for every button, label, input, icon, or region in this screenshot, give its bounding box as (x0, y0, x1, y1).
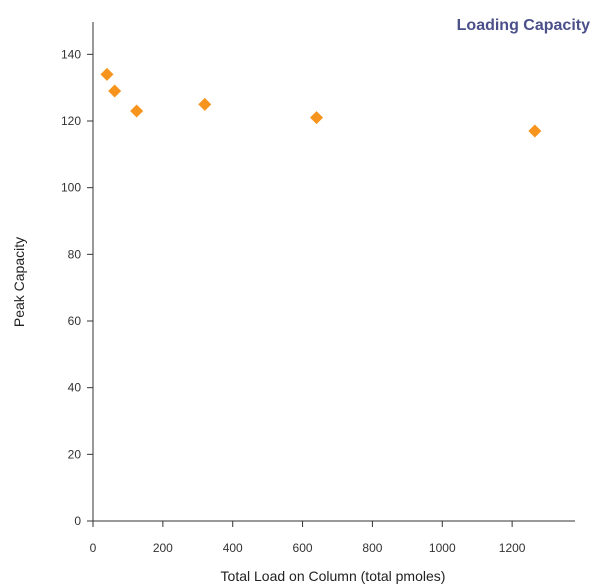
x-tick-label-200: 200 (153, 541, 173, 555)
chart-title: Loading Capacity (457, 17, 590, 34)
y-tick-label-20: 20 (68, 447, 82, 461)
data-point-4 (198, 97, 212, 111)
y-tick-label-0: 0 (74, 514, 81, 528)
data-points (100, 67, 542, 138)
data-point-5 (310, 111, 324, 125)
y-tick-label-120: 120 (61, 114, 81, 128)
x-tick-label-400: 400 (223, 541, 243, 555)
y-tick-label-40: 40 (68, 381, 82, 395)
y-axis-ticks: 0 20 40 60 80 100 120 140 (61, 47, 93, 528)
y-tick-label-80: 80 (68, 247, 82, 261)
y-tick-label-60: 60 (68, 314, 82, 328)
axes (92, 22, 575, 522)
x-tick-label-1000: 1000 (429, 541, 456, 555)
y-tick-label-140: 140 (61, 47, 81, 61)
data-point-1 (100, 67, 114, 81)
x-tick-label-1200: 1200 (499, 541, 526, 555)
x-axis-ticks: 0 200 400 600 800 1000 1200 (90, 521, 526, 555)
y-tick-label-100: 100 (61, 181, 81, 195)
y-axis-title: Peak Capacity (11, 237, 27, 327)
data-point-6 (528, 124, 542, 138)
data-point-3 (130, 104, 144, 118)
x-tick-label-0: 0 (90, 541, 97, 555)
x-tick-label-600: 600 (293, 541, 313, 555)
data-point-2 (108, 84, 122, 98)
x-tick-label-800: 800 (362, 541, 382, 555)
x-axis-title: Total Load on Column (total pmoles) (221, 568, 446, 584)
